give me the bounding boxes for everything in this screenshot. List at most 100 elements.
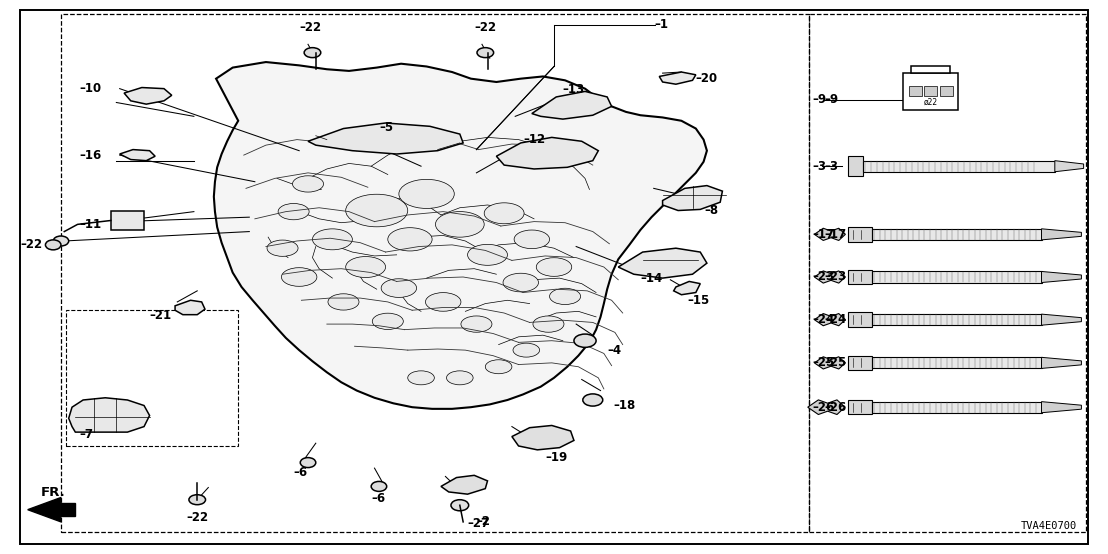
Text: –25: –25 — [812, 356, 834, 370]
Text: –14: –14 — [640, 271, 663, 285]
Polygon shape — [808, 400, 845, 414]
Text: –22: –22 — [299, 21, 321, 34]
Polygon shape — [512, 425, 574, 450]
Ellipse shape — [346, 257, 386, 278]
Text: –9: –9 — [824, 93, 839, 106]
Text: –25: –25 — [824, 356, 847, 370]
Polygon shape — [532, 91, 612, 119]
Bar — [924, 86, 937, 96]
Ellipse shape — [293, 176, 324, 192]
Bar — [863, 161, 1055, 172]
Text: –10: –10 — [80, 82, 102, 95]
Text: –16: –16 — [80, 148, 102, 162]
Polygon shape — [124, 88, 172, 104]
Text: –22: –22 — [186, 511, 208, 525]
Polygon shape — [61, 503, 75, 516]
Ellipse shape — [45, 240, 61, 250]
Ellipse shape — [371, 481, 387, 491]
Ellipse shape — [328, 294, 359, 310]
Text: –2: –2 — [476, 515, 491, 529]
Bar — [848, 227, 872, 242]
Ellipse shape — [281, 268, 317, 286]
Ellipse shape — [312, 229, 352, 250]
Ellipse shape — [550, 288, 581, 305]
Polygon shape — [814, 271, 845, 283]
Polygon shape — [1055, 161, 1084, 172]
Ellipse shape — [536, 258, 572, 276]
Ellipse shape — [583, 394, 603, 406]
Polygon shape — [1042, 402, 1081, 413]
Text: –23: –23 — [812, 270, 834, 284]
Text: –21: –21 — [150, 309, 172, 322]
Text: –9: –9 — [812, 93, 827, 106]
Bar — [872, 402, 1042, 413]
Text: –12: –12 — [523, 133, 545, 146]
Bar — [848, 356, 872, 370]
Text: –24: –24 — [812, 313, 834, 326]
Text: –3: –3 — [824, 160, 839, 173]
Text: –24: –24 — [824, 313, 847, 326]
Ellipse shape — [300, 458, 316, 468]
Polygon shape — [1042, 314, 1081, 325]
Polygon shape — [1042, 271, 1081, 283]
Text: –1: –1 — [655, 18, 669, 32]
Ellipse shape — [381, 279, 417, 297]
Text: –22: –22 — [20, 238, 42, 252]
Polygon shape — [814, 228, 845, 240]
Text: –19: –19 — [545, 450, 567, 464]
Polygon shape — [663, 186, 722, 211]
Text: –27: –27 — [468, 517, 490, 530]
Text: –22: –22 — [474, 21, 496, 34]
Polygon shape — [120, 150, 155, 161]
Ellipse shape — [574, 334, 596, 347]
Ellipse shape — [451, 500, 469, 511]
Ellipse shape — [346, 194, 408, 227]
Ellipse shape — [514, 230, 550, 249]
Polygon shape — [1042, 229, 1081, 240]
Polygon shape — [814, 357, 845, 369]
Bar — [912, 66, 951, 73]
Text: –26: –26 — [824, 401, 847, 414]
Bar — [848, 270, 872, 284]
Ellipse shape — [399, 179, 454, 208]
Text: –7: –7 — [80, 428, 94, 442]
Ellipse shape — [425, 293, 461, 311]
Bar — [848, 312, 872, 327]
Polygon shape — [659, 72, 696, 84]
Ellipse shape — [388, 228, 432, 251]
Ellipse shape — [53, 236, 69, 246]
Bar — [66, 310, 238, 446]
Text: –18: –18 — [614, 399, 636, 412]
Text: FR.: FR. — [41, 486, 65, 499]
Ellipse shape — [461, 316, 492, 332]
Ellipse shape — [485, 360, 512, 374]
Text: –6: –6 — [294, 465, 308, 479]
Ellipse shape — [447, 371, 473, 385]
Bar — [61, 14, 809, 532]
Polygon shape — [441, 475, 488, 494]
Polygon shape — [214, 62, 707, 409]
Bar — [909, 86, 922, 96]
Ellipse shape — [304, 48, 321, 58]
Bar — [848, 400, 872, 414]
Polygon shape — [175, 300, 205, 315]
Polygon shape — [1042, 357, 1081, 368]
Text: ø22: ø22 — [924, 98, 937, 107]
Bar — [848, 156, 863, 176]
Text: –8: –8 — [705, 204, 719, 217]
Ellipse shape — [278, 203, 309, 220]
Ellipse shape — [267, 240, 298, 257]
Ellipse shape — [468, 244, 507, 265]
Polygon shape — [674, 281, 700, 295]
Text: –17: –17 — [824, 228, 847, 241]
Bar — [872, 314, 1042, 325]
Bar — [872, 271, 1042, 283]
Text: –11: –11 — [80, 218, 102, 231]
Text: –13: –13 — [563, 83, 585, 96]
Polygon shape — [496, 137, 598, 169]
Text: –20: –20 — [696, 72, 718, 85]
Polygon shape — [814, 314, 845, 326]
Bar — [809, 14, 1086, 532]
Text: –3: –3 — [812, 160, 827, 173]
Text: –23: –23 — [824, 270, 847, 284]
